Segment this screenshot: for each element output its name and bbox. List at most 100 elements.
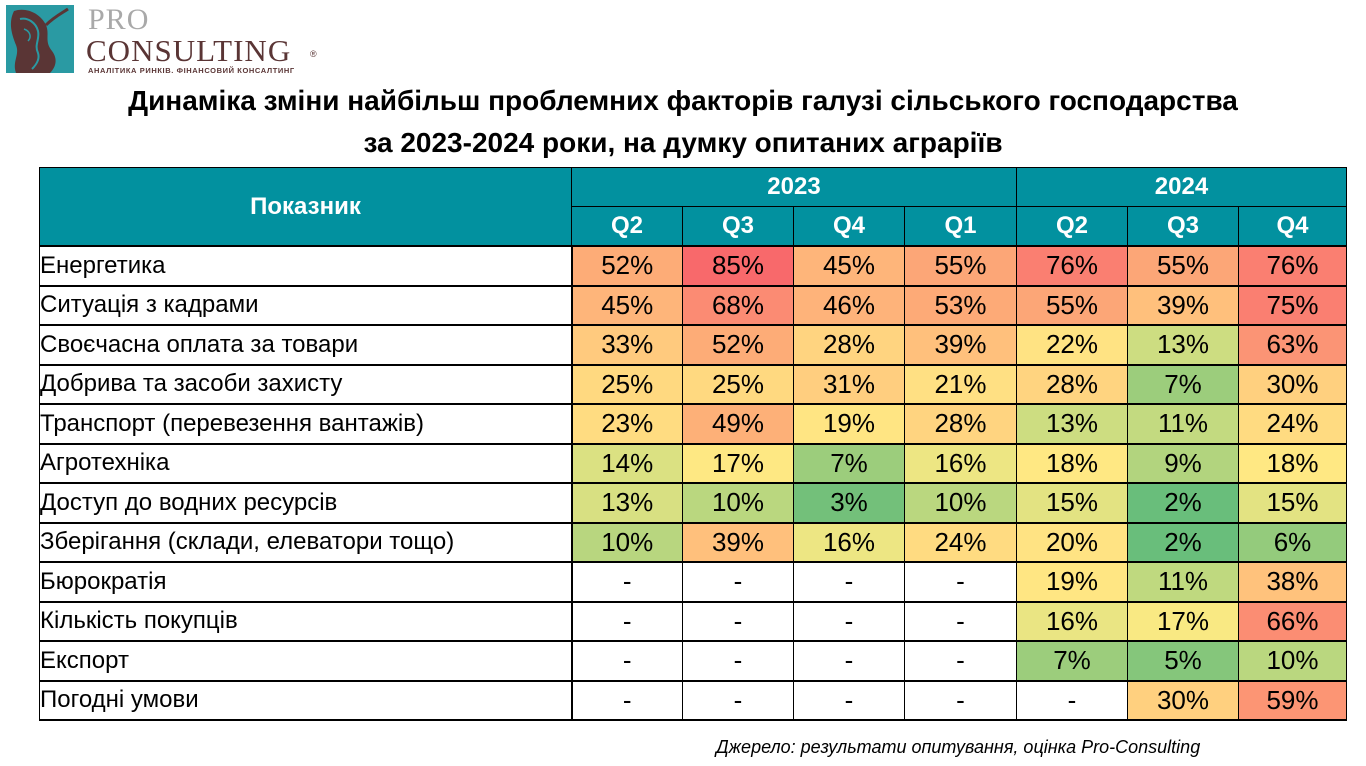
heatmap-cell: -	[682, 640, 794, 682]
row-header: Показник	[39, 167, 572, 247]
table-row: Агротехніка 14% 17% 7% 16% 18% 9% 18%	[39, 442, 1347, 484]
heatmap-cell: 7%	[793, 442, 905, 484]
heatmap-cell: 2%	[1127, 482, 1239, 524]
quarter-header: Q2	[571, 206, 683, 247]
heatmap-cell: 24%	[904, 521, 1017, 563]
table-row: Експорт - - - -7% 5% 10%	[39, 640, 1347, 682]
heatmap-cell: 25%	[682, 363, 794, 405]
heatmap-cell: -	[571, 640, 683, 682]
row-label: Добрива та засоби захисту	[39, 363, 573, 405]
heatmap-cell: -	[571, 561, 683, 603]
table-row: Зберігання (склади, елеватори тощо) 10% 39…	[39, 521, 1347, 563]
heatmap-cell: 22%	[1016, 324, 1128, 366]
row-label: Кількість покупців	[39, 600, 573, 642]
heatmap-cell: 5%	[1127, 640, 1239, 682]
logo-text-pro: PRO	[88, 3, 150, 36]
heatmap-cell: 28%	[1016, 363, 1128, 405]
table-row: Енергетика 52% 85% 45% 55% 76% 55% 76%	[39, 245, 1347, 287]
heatmap-body: Енергетика 52% 85% 45% 55% 76% 55% 76% Ситуація …	[39, 245, 1347, 721]
logo-text-consulting: CONSULTING	[86, 33, 292, 68]
heatmap-cell: 7%	[1016, 640, 1128, 682]
heatmap-cell: -	[793, 640, 905, 682]
heatmap-cell: 31%	[793, 363, 905, 405]
heatmap-cell: -	[571, 679, 683, 721]
heatmap-cell: -	[682, 600, 794, 642]
rhino-logo-icon	[6, 5, 74, 73]
source-note: Джерело: результати опитування, оцінка P…	[716, 737, 1201, 757]
quarter-header: Q2	[1016, 206, 1128, 247]
heatmap-cell: 21%	[904, 363, 1017, 405]
heatmap-cell: 55%	[1016, 284, 1128, 326]
heatmap-cell: 18%	[1016, 442, 1128, 484]
heatmap-cell: 16%	[1016, 600, 1128, 642]
pro-consulting-logo: PRO CONSULTING ® АНАЛІТИКА РИНКІВ. ФІНАН…	[6, 3, 326, 75]
heatmap-cell: -	[793, 561, 905, 603]
heatmap-cell: 16%	[904, 442, 1017, 484]
heatmap-cell: 11%	[1127, 561, 1239, 603]
heatmap-cell: 2%	[1127, 521, 1239, 563]
quarter-header: Q4	[1238, 206, 1347, 247]
heatmap-cell: -	[904, 561, 1017, 603]
quarter-header: Q3	[1127, 206, 1239, 247]
row-label: Експорт	[39, 640, 573, 682]
heatmap-cell: 28%	[904, 403, 1017, 445]
heatmap-cell: 11%	[1127, 403, 1239, 445]
heatmap-cell: 19%	[793, 403, 905, 445]
heatmap-cell: 85%	[682, 245, 794, 287]
heatmap-cell: -	[904, 679, 1017, 721]
heatmap-cell: 33%	[571, 324, 683, 366]
table-row: Бюрократія - - - -19% 11% 38%	[39, 561, 1347, 603]
heatmap-cell: 63%	[1238, 324, 1347, 366]
heatmap-cell: 53%	[904, 284, 1017, 326]
heatmap-cell: 23%	[571, 403, 683, 445]
row-label: Агротехніка	[39, 442, 573, 484]
heatmap-cell: 38%	[1238, 561, 1347, 603]
heatmap-cell: 14%	[571, 442, 683, 484]
heatmap-cell: -	[793, 600, 905, 642]
row-label: Погодні умови	[39, 679, 573, 721]
quarter-header-row: Q2 Q3 Q4 Q1 Q2 Q3 Q4	[40, 206, 1347, 247]
table-row: Своєчасна оплата за товари 33% 52% 28% 39% 22…	[39, 324, 1347, 366]
table-row: Ситуація з кадрами 45% 68% 46% 53% 55% 39% 75%	[39, 284, 1347, 326]
year-label: 2023	[767, 173, 821, 200]
table-row: Погодні умови - - - - -30% 59%	[39, 679, 1347, 721]
heatmap-cell: 76%	[1238, 245, 1347, 287]
heatmap-cell: 20%	[1016, 521, 1128, 563]
heatmap-cell: -	[904, 640, 1017, 682]
table-row: Транспорт (перевезення вантажів) 23% 49% 19…	[39, 403, 1347, 445]
heatmap-cell: 16%	[793, 521, 905, 563]
heatmap-cell: 17%	[682, 442, 794, 484]
heatmap-cell: -	[1016, 679, 1128, 721]
row-label: Зберігання (склади, елеватори тощо)	[39, 521, 573, 563]
heatmap-cell: -	[682, 679, 794, 721]
year-header-2023: 2023	[571, 167, 1017, 207]
heatmap-cell: 66%	[1238, 600, 1347, 642]
heatmap-cell: 13%	[1016, 403, 1128, 445]
heatmap-cell: 15%	[1016, 482, 1128, 524]
quarter-header: Q3	[682, 206, 794, 247]
heatmap-cell: 45%	[793, 245, 905, 287]
heatmap-cell: 59%	[1238, 679, 1347, 721]
row-label: Транспорт (перевезення вантажів)	[39, 403, 573, 445]
chart-title-line1: Динаміка зміни найбільш проблемних факто…	[128, 85, 1238, 116]
heatmap-cell: 9%	[1127, 442, 1239, 484]
heatmap-cell: 52%	[571, 245, 683, 287]
logo-tagline: АНАЛІТИКА РИНКІВ. ФІНАНСОВИЙ КОНСАЛТИНГ	[88, 66, 295, 75]
table-row: Кількість покупців - - - -16% 17% 66%	[39, 600, 1347, 642]
heatmap-cell: 45%	[571, 284, 683, 326]
heatmap-cell: 30%	[1127, 679, 1239, 721]
heatmap-cell: 13%	[1127, 324, 1239, 366]
heatmap-table: Показник 2023 2024 Q2 Q3 Q4 Q1 Q2 Q3 Q4 …	[39, 167, 1347, 721]
heatmap-cell: 28%	[793, 324, 905, 366]
table-row: Добрива та засоби захисту 25% 25% 31% 21% 28%…	[39, 363, 1347, 405]
heatmap-cell: 6%	[1238, 521, 1347, 563]
row-label: Енергетика	[39, 245, 573, 287]
heatmap-cell: 75%	[1238, 284, 1347, 326]
heatmap-cell: 13%	[571, 482, 683, 524]
heatmap-cell: 30%	[1238, 363, 1347, 405]
heatmap-cell: 76%	[1016, 245, 1128, 287]
year-header-2024: 2024	[1016, 167, 1347, 207]
heatmap-cell: 52%	[682, 324, 794, 366]
heatmap-cell: -	[904, 600, 1017, 642]
registered-mark: ®	[310, 49, 317, 59]
